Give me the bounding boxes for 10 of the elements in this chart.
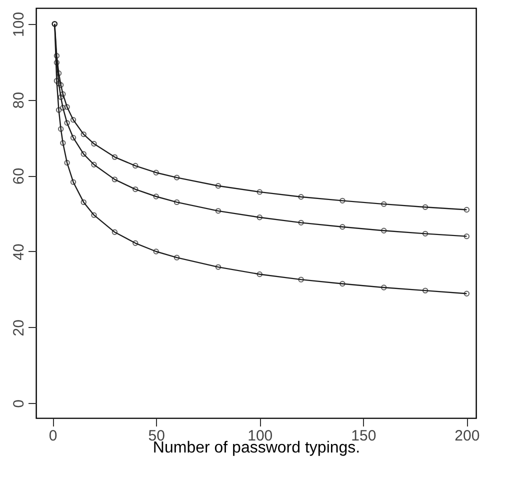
y-tick-label: 80 — [10, 92, 28, 109]
y-tick-label: 0 — [10, 400, 28, 408]
y-tick-label: 20 — [10, 320, 28, 336]
x-tick-label: 200 — [454, 428, 480, 444]
y-tick-label: 40 — [10, 244, 28, 260]
x-tick-label: 0 — [48, 428, 58, 444]
y-tick-label: 60 — [10, 168, 28, 184]
x-tick-label: 100 — [248, 428, 273, 444]
y-tick-label: 100 — [10, 12, 28, 37]
x-tick-label: 150 — [351, 428, 376, 444]
